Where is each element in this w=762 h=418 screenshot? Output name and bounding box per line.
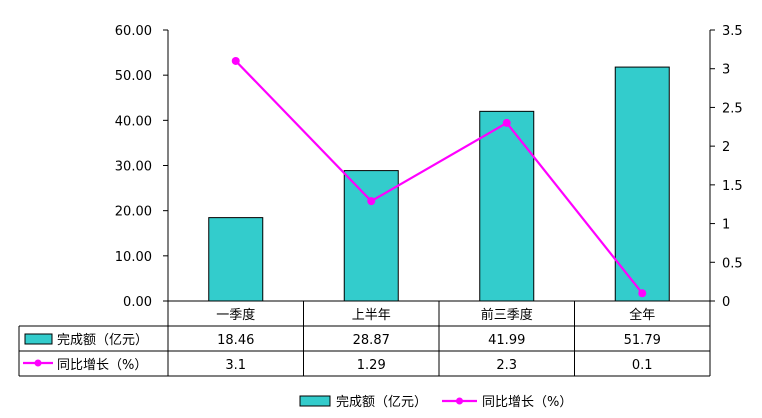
legend-line-label: 同比增长（%） [482, 395, 572, 410]
table-bar-key [24, 333, 53, 345]
left-tick-label: 40.00 [115, 114, 152, 129]
bar-series [208, 66, 670, 302]
left-tick-label: 0.00 [123, 295, 152, 310]
legend: 完成额（亿元） 同比增长（%） [299, 395, 572, 410]
table-cell-line-value: 2.3 [496, 358, 517, 373]
legend-line-marker [456, 397, 463, 405]
table-cell-bar-value: 28.87 [353, 333, 390, 348]
right-y-axis: 0 0.5 1 1.5 2 2.5 3 3.5 [709, 24, 743, 310]
line-point [231, 56, 240, 65]
table-cell-bar-value: 18.46 [217, 333, 254, 348]
right-tick-label: 3.5 [722, 24, 743, 39]
line-point [638, 289, 647, 298]
bar [614, 66, 670, 302]
left-tick-label: 10.00 [115, 250, 152, 265]
legend-bar-label: 完成额（亿元） [336, 395, 427, 410]
right-tick-label: 1.5 [722, 179, 743, 194]
left-tick-label: 30.00 [115, 160, 152, 175]
table-row-header-line: 同比增长（%） [57, 358, 147, 373]
table-cell-bar-value: 41.99 [488, 333, 525, 348]
data-table: 一季度 18.46 3.1 上半年 28.87 1.29 前三季度 41.99 2.3 全年 51.… [18, 300, 711, 377]
bar [208, 217, 264, 302]
bar [343, 170, 399, 302]
line-point [502, 118, 511, 127]
table-cell-bar-value: 51.79 [624, 333, 661, 348]
category-label: 上半年 [352, 308, 391, 323]
right-tick-label: 2 [722, 140, 730, 155]
line-path [234, 60, 644, 294]
left-tick-label: 50.00 [115, 69, 152, 84]
left-tick-label: 20.00 [115, 205, 152, 220]
table-row-header-bar: 完成额（亿元） [57, 333, 148, 348]
category-label: 一季度 [216, 307, 255, 323]
table-cell-line-value: 1.29 [357, 358, 386, 373]
line-series [231, 56, 647, 298]
table-line-key-marker [34, 359, 42, 367]
table-cell-line-value: 0.1 [632, 358, 653, 373]
left-y-axis: 0.00 10.00 20.00 30.00 40.00 50.00 60.00 [115, 24, 169, 310]
left-tick-label: 60.00 [115, 24, 152, 39]
right-tick-label: 2.5 [722, 101, 743, 116]
bar [479, 110, 535, 302]
right-tick-label: 3 [722, 63, 730, 78]
line-point [367, 197, 376, 206]
right-tick-label: 0 [722, 295, 730, 310]
right-tick-label: 0.5 [722, 256, 743, 271]
category-label: 前三季度 [481, 307, 533, 323]
table-cell-line-value: 3.1 [225, 358, 246, 373]
legend-bar-key [299, 395, 331, 407]
right-tick-label: 1 [722, 218, 730, 233]
category-label: 全年 [629, 307, 655, 323]
